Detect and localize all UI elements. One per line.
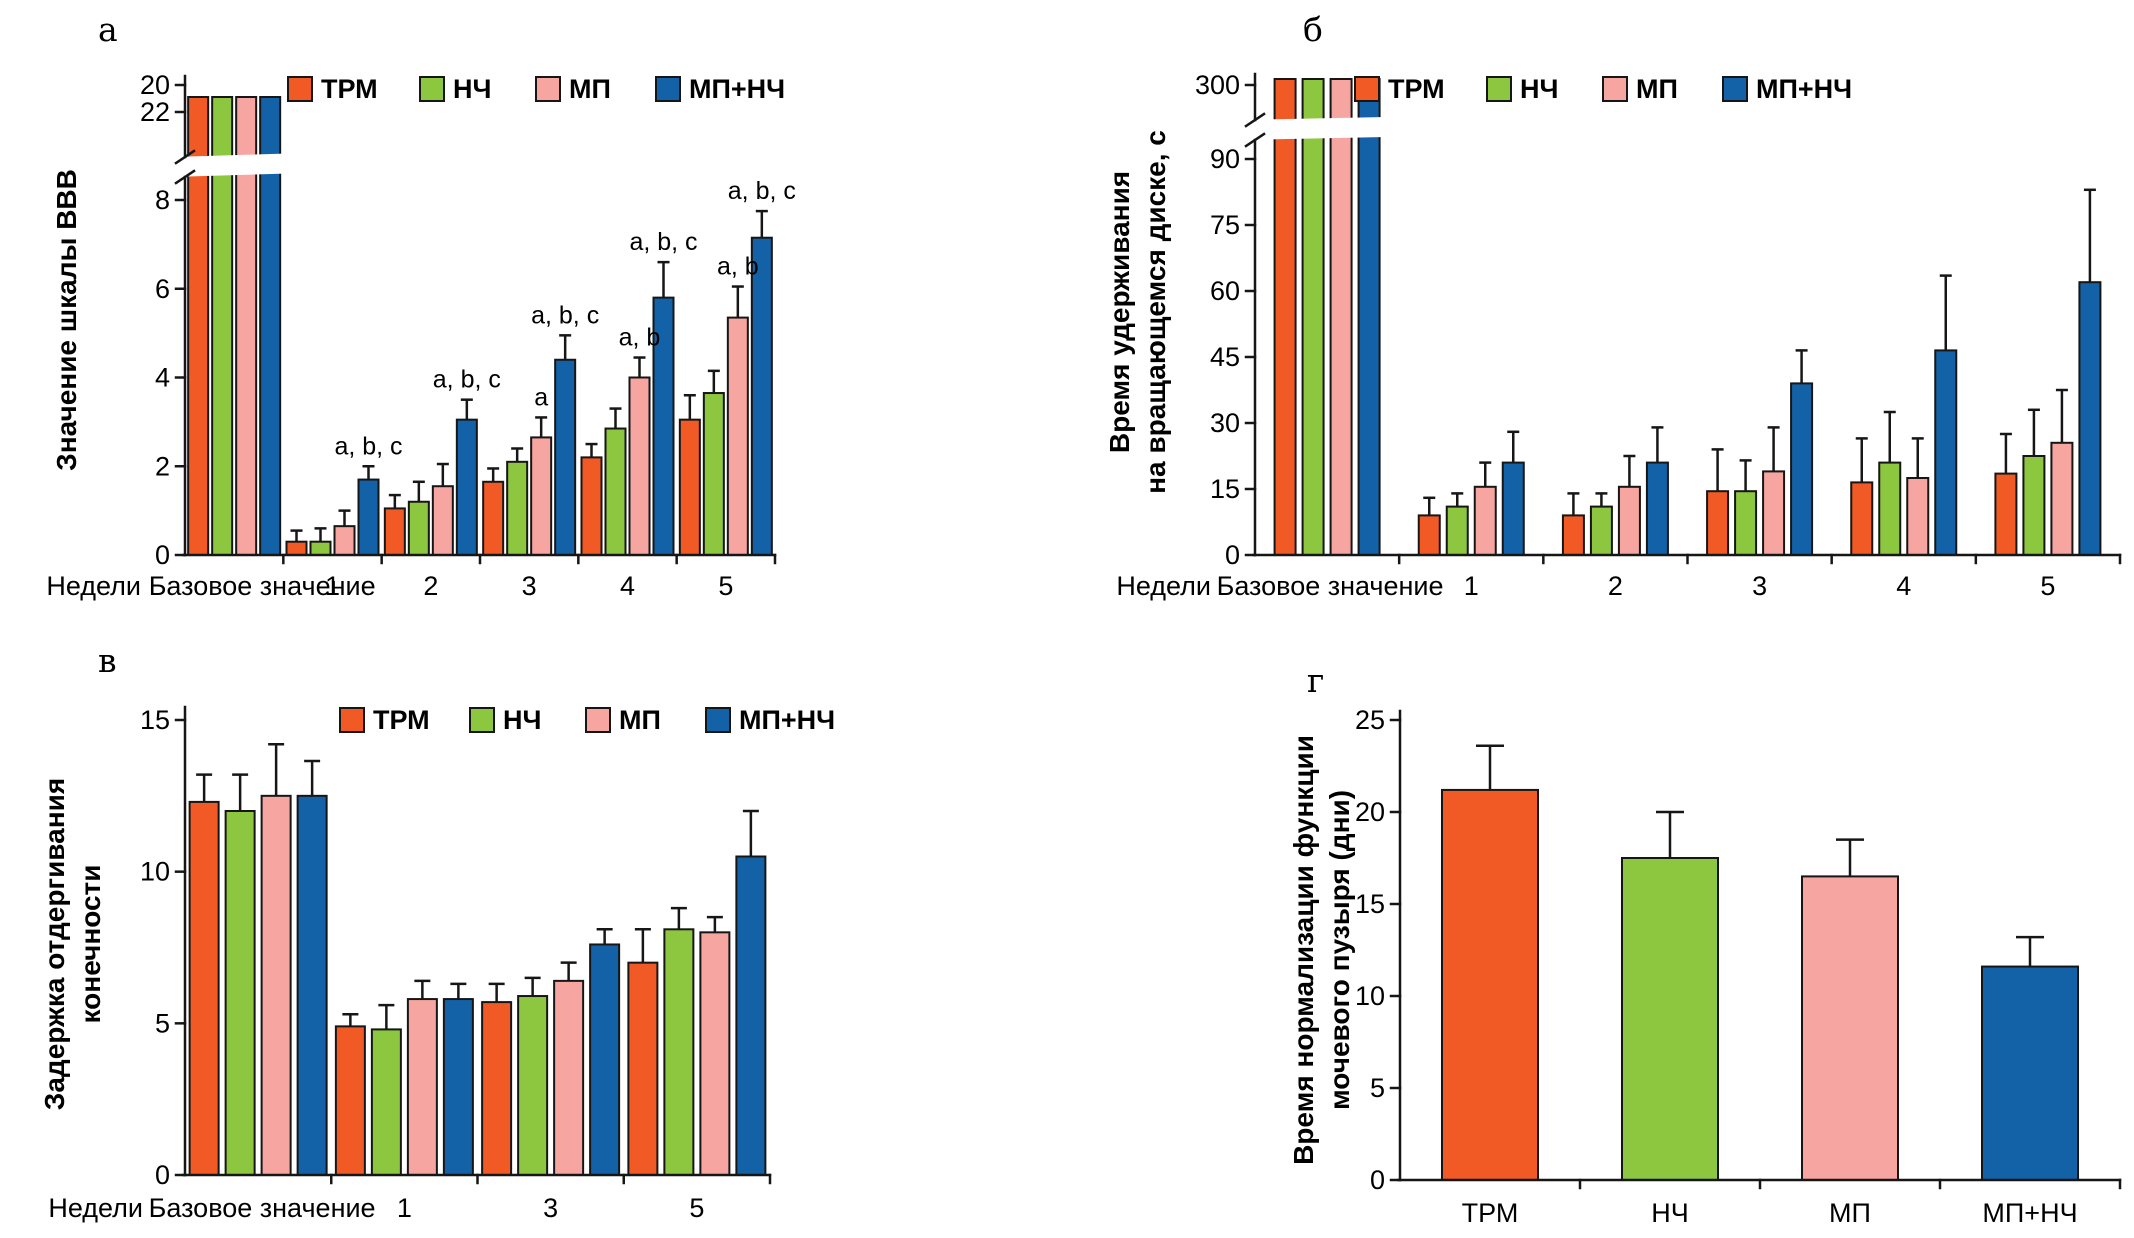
svg-text:Время нормализации функции: Время нормализации функции: [1288, 735, 1319, 1165]
panel-v-letter: в: [98, 641, 117, 680]
svg-text:45: 45: [1210, 342, 1240, 372]
svg-text:4: 4: [1896, 571, 1911, 601]
svg-text:3: 3: [543, 1193, 558, 1223]
svg-text:НЧ: НЧ: [503, 705, 541, 735]
svg-text:a, b: a, b: [619, 324, 661, 352]
svg-text:a, b, c: a, b, c: [629, 228, 697, 256]
svg-text:1: 1: [397, 1193, 412, 1223]
svg-text:a, b, c: a, b, c: [433, 366, 501, 394]
svg-text:4: 4: [620, 571, 635, 601]
svg-text:60: 60: [1210, 276, 1240, 306]
svg-text:a, b: a, b: [717, 253, 759, 281]
svg-text:2: 2: [1608, 571, 1623, 601]
svg-text:НЧ: НЧ: [1520, 74, 1558, 104]
svg-text:3: 3: [1752, 571, 1767, 601]
svg-text:ТРМ: ТРМ: [1462, 1198, 1519, 1228]
svg-text:Задержка отдергивания: Задержка отдергивания: [39, 778, 70, 1110]
svg-text:a, b, c: a, b, c: [531, 301, 599, 329]
svg-text:ТРМ: ТРМ: [321, 74, 378, 104]
svg-text:НЧ: НЧ: [1651, 1198, 1689, 1228]
svg-text:5: 5: [718, 571, 733, 601]
svg-text:Недели: Недели: [46, 571, 141, 601]
svg-text:МП+НЧ: МП+НЧ: [1982, 1198, 2077, 1228]
svg-text:75: 75: [1210, 210, 1240, 240]
svg-text:22: 22: [140, 97, 170, 127]
svg-text:МП: МП: [1636, 74, 1678, 104]
svg-text:6: 6: [155, 274, 170, 304]
svg-text:конечности: конечности: [75, 865, 106, 1024]
svg-text:2: 2: [423, 571, 438, 601]
svg-text:a: a: [534, 383, 548, 411]
svg-text:0: 0: [1370, 1165, 1385, 1195]
panel-a: а 0 2 4 6 8 20 22 Базовое значение 1 2 3 4 5 Недели Зн…: [0, 0, 1067, 619]
svg-text:5: 5: [155, 1008, 170, 1038]
svg-text:5: 5: [689, 1193, 704, 1223]
svg-text:МП: МП: [619, 705, 661, 735]
svg-text:Базовое значение: Базовое значение: [149, 1193, 376, 1223]
svg-text:1: 1: [1464, 571, 1479, 601]
svg-text:0: 0: [155, 540, 170, 570]
panel-g-letter: г: [1307, 661, 1325, 700]
panel-v-bar-chart: 0 5 10 15 Базовое значение 1 3 5 Недели Задержка …: [39, 705, 835, 1223]
svg-text:на вращающемся диске, с: на вращающемся диске, с: [1140, 130, 1171, 494]
panel-a-letter: а: [98, 10, 118, 49]
svg-text:МП+НЧ: МП+НЧ: [739, 705, 835, 735]
svg-text:10: 10: [1355, 981, 1385, 1011]
svg-text:МП+НЧ: МП+НЧ: [689, 74, 785, 104]
panel-v: в 0 5 10 15 Базовое значение 1 3 5 Недели Задержк…: [0, 619, 1067, 1238]
svg-text:2: 2: [155, 451, 170, 481]
panel-b-letter: б: [1303, 10, 1323, 49]
svg-text:ТРМ: ТРМ: [373, 705, 430, 735]
svg-text:a, b, c: a, b, c: [728, 177, 796, 205]
svg-text:25: 25: [1355, 705, 1385, 735]
svg-text:0: 0: [155, 1160, 170, 1190]
svg-text:5: 5: [2040, 571, 2055, 601]
svg-text:Базовое значение: Базовое значение: [1217, 571, 1444, 601]
svg-text:мочевого пузыря (дни): мочевого пузыря (дни): [1324, 790, 1355, 1110]
svg-text:Базовое значение: Базовое значение: [149, 571, 376, 601]
svg-text:30: 30: [1210, 408, 1240, 438]
svg-text:4: 4: [155, 363, 170, 393]
svg-text:Значение шкалы BBB: Значение шкалы BBB: [51, 169, 82, 471]
svg-text:15: 15: [1210, 474, 1240, 504]
svg-text:10: 10: [140, 857, 170, 887]
svg-text:300: 300: [1195, 70, 1240, 100]
svg-text:a, b, c: a, b, c: [334, 432, 402, 460]
svg-text:0: 0: [1225, 540, 1240, 570]
svg-text:НЧ: НЧ: [453, 74, 491, 104]
svg-text:ТРМ: ТРМ: [1388, 74, 1445, 104]
svg-text:15: 15: [140, 705, 170, 735]
panel-g: г 0 5 10 15 20 25 ТРМ НЧ МП МП+НЧ Время нормализац…: [1067, 619, 2134, 1238]
svg-text:8: 8: [155, 185, 170, 215]
svg-text:Время удерживания: Время удерживания: [1104, 171, 1135, 453]
svg-text:20: 20: [1355, 797, 1385, 827]
svg-text:МП: МП: [1829, 1198, 1871, 1228]
svg-text:15: 15: [1355, 889, 1385, 919]
svg-text:МП: МП: [569, 74, 611, 104]
svg-text:Недели: Недели: [48, 1193, 143, 1223]
svg-text:90: 90: [1210, 144, 1240, 174]
panel-g-bar-chart: 0 5 10 15 20 25 ТРМ НЧ МП МП+НЧ Время нормализации…: [1288, 705, 2122, 1228]
svg-text:Недели: Недели: [1116, 571, 1211, 601]
svg-text:1: 1: [325, 571, 340, 601]
svg-text:20: 20: [140, 70, 170, 100]
svg-text:5: 5: [1370, 1073, 1385, 1103]
svg-text:3: 3: [522, 571, 537, 601]
svg-text:МП+НЧ: МП+НЧ: [1756, 74, 1852, 104]
panel-b: б 0 15 30 45 60 75 90 300 Базовое значение 1 2 3 4 5 Н…: [1067, 0, 2134, 619]
